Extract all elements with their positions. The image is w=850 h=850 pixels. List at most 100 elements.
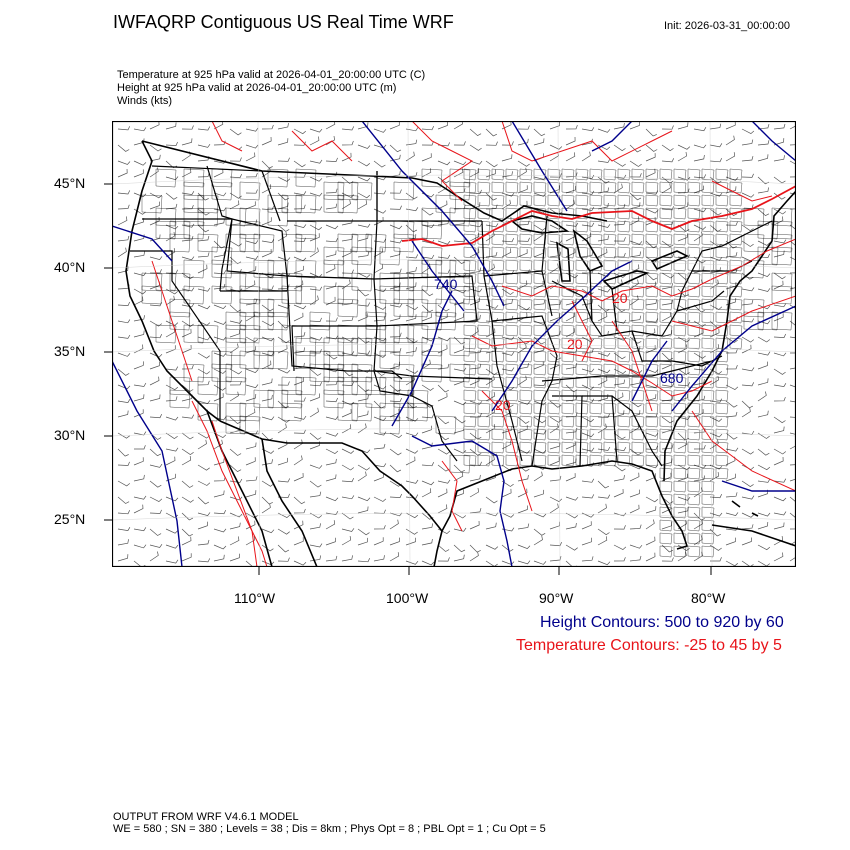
county-boundary <box>561 415 575 428</box>
wind-barb <box>165 544 179 549</box>
wind-barb <box>405 560 419 565</box>
wind-barb <box>709 439 719 450</box>
wind-barb <box>357 350 371 355</box>
county-boundary <box>351 233 373 253</box>
county-boundary <box>561 285 575 298</box>
wind-barb <box>501 384 515 391</box>
county-boundary <box>491 428 505 441</box>
county-boundary <box>673 441 687 454</box>
wind-barb <box>357 288 369 297</box>
wind-barb <box>693 444 706 450</box>
wind-barb <box>165 384 179 391</box>
wind-barb <box>421 560 435 566</box>
wind-barb <box>245 408 256 418</box>
wind-barb <box>469 202 481 210</box>
county-boundary <box>659 363 673 376</box>
county-boundary <box>225 415 247 435</box>
county-boundary <box>519 324 533 337</box>
wind-barb <box>245 152 256 162</box>
county-boundary <box>407 259 429 279</box>
county-boundary <box>659 532 673 545</box>
wind-barb <box>677 440 688 450</box>
wind-barb <box>421 153 432 162</box>
wind-barb <box>773 456 784 466</box>
county-boundary <box>575 441 589 454</box>
wind-barb <box>693 304 705 313</box>
wind-barb <box>181 191 195 195</box>
county-boundary <box>211 181 233 201</box>
wind-barb <box>165 248 176 258</box>
wind-barb <box>373 537 384 546</box>
wind-barb <box>213 490 225 498</box>
county-boundary <box>393 272 415 292</box>
wind-barb <box>725 537 736 546</box>
county-boundary <box>659 168 673 181</box>
wind-barb <box>485 223 499 228</box>
wind-barb <box>677 368 690 376</box>
county-boundary <box>659 545 673 558</box>
county-boundary <box>603 233 617 246</box>
wind-barb <box>229 512 243 518</box>
county-boundary <box>659 493 673 506</box>
wind-barb <box>501 192 515 197</box>
county-boundary <box>267 311 289 331</box>
wind-barb <box>245 368 259 374</box>
wind-barb <box>565 185 577 194</box>
wind-barb <box>293 128 307 135</box>
wind-barb <box>773 239 787 244</box>
county-boundary <box>701 545 715 558</box>
wind-barb <box>773 123 786 130</box>
wind-barb <box>277 544 290 553</box>
county-boundary <box>463 454 477 467</box>
wind-barb <box>389 432 403 439</box>
county-boundary <box>505 285 519 298</box>
wind-barb <box>645 394 657 402</box>
wind-barb <box>613 368 627 375</box>
wind-barb <box>485 392 496 402</box>
wind-barb <box>245 457 256 466</box>
wind-barb <box>565 512 579 519</box>
county-boundary <box>281 389 303 409</box>
county-boundary <box>701 220 715 233</box>
wind-barb <box>261 496 273 505</box>
wind-barb <box>117 319 131 324</box>
county-boundary <box>659 480 673 493</box>
wind-barb <box>710 557 722 562</box>
wind-barb <box>149 361 160 370</box>
wind-barb <box>725 492 738 498</box>
county-boundary <box>477 337 491 350</box>
county-boundary <box>589 298 603 311</box>
county-boundary <box>225 324 247 344</box>
county-boundary <box>561 233 575 246</box>
wind-barb <box>581 127 595 132</box>
wind-barb <box>741 344 752 354</box>
wind-barb <box>709 528 721 537</box>
wind-barb <box>773 426 785 434</box>
wind-barb <box>373 555 385 562</box>
wind-barb <box>357 192 371 199</box>
county-boundary <box>687 493 701 506</box>
wind-barb <box>629 144 642 153</box>
wind-barb <box>533 271 547 276</box>
county-boundary <box>519 441 533 454</box>
county-boundary <box>491 168 505 181</box>
wind-barb <box>341 351 355 356</box>
wind-barb <box>661 125 674 130</box>
wind-barb <box>597 413 610 418</box>
county-boundary <box>701 376 715 389</box>
wind-barb <box>549 263 559 274</box>
wind-barb <box>501 121 512 130</box>
wind-barb <box>229 381 242 386</box>
wind-barb <box>533 280 544 290</box>
county-boundary <box>337 376 359 396</box>
county-boundary <box>477 194 491 207</box>
wind-barb <box>773 383 787 387</box>
county-boundary <box>463 194 477 207</box>
wind-barb <box>773 280 784 290</box>
wind-barb <box>757 124 770 130</box>
wind-barb <box>470 413 482 418</box>
wind-barb <box>709 304 723 310</box>
wind-barb <box>197 558 211 563</box>
wind-barb <box>245 336 259 343</box>
county-boundary <box>547 428 561 441</box>
